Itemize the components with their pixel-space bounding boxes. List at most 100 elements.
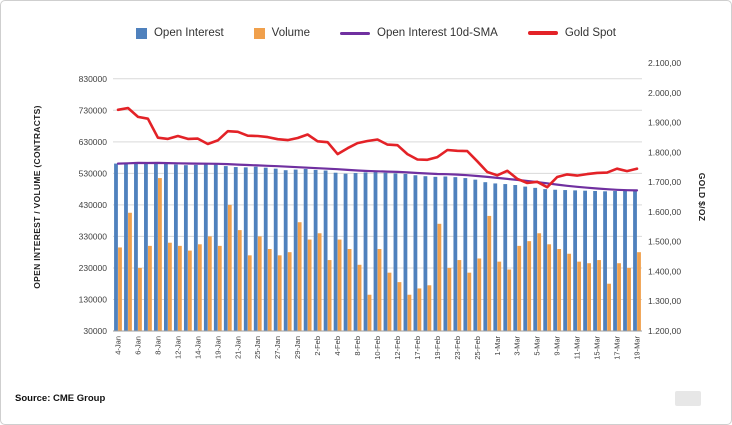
x-axis-tick-label: 12-Feb (393, 336, 402, 360)
open-interest-bar (233, 167, 238, 331)
right-axis-tick-label: 2.000,00 (648, 88, 681, 98)
left-axis-tick-label: 630000 (79, 137, 108, 147)
open-interest-bar (373, 172, 378, 331)
open-interest-bar (463, 178, 468, 331)
open-interest-bar (173, 164, 178, 331)
left-axis-tick-label: 530000 (79, 168, 108, 178)
open-interest-bar (443, 176, 448, 331)
volume-bar (277, 255, 282, 331)
open-interest-bar (493, 183, 498, 331)
right-axis-tick-label: 1.800,00 (648, 147, 681, 157)
left-axis-title: OPEN INTEREST / VOLUME (CONTRACTS) (32, 105, 42, 289)
open-interest-bar (333, 172, 338, 331)
volume-bar (517, 245, 522, 331)
right-axis-tick-label: 1.200,00 (648, 326, 681, 336)
right-axis-tick-label: 1.900,00 (648, 118, 681, 128)
x-axis-tick-label: 2-Feb (313, 336, 322, 356)
open-interest-bar (183, 165, 188, 331)
open-interest-bar (453, 177, 458, 331)
volume-swatch (253, 27, 265, 39)
x-axis-tick-label: 19-Jan (213, 336, 222, 359)
volume-bar (237, 230, 242, 331)
volume-bar (487, 215, 492, 331)
volume-bar (168, 242, 172, 331)
x-axis-tick-label: 4-Feb (333, 336, 342, 356)
volume-bar (427, 285, 432, 331)
volume-bar (437, 223, 442, 331)
right-axis-tick-label: 1.300,00 (648, 296, 681, 306)
x-axis-tick-label: 19-Feb (433, 336, 442, 360)
volume-bar (207, 236, 212, 331)
volume-bar (297, 222, 302, 331)
x-axis-tick-label: 11-Mar (573, 336, 582, 360)
open-interest-bar (563, 190, 568, 331)
volume-bar (557, 249, 562, 331)
open-interest-bar (253, 166, 258, 331)
x-axis-tick-label: 12-Jan (173, 336, 182, 359)
x-axis-tick-label: 8-Feb (353, 336, 362, 356)
x-axis-tick-label: 3-Mar (513, 336, 522, 356)
volume-bar (637, 252, 641, 331)
volume-bar (177, 245, 182, 331)
x-axis-tick-label: 17-Feb (413, 336, 422, 360)
volume-bar (227, 204, 232, 331)
volume-bar (407, 294, 412, 331)
legend-label-sma: Open Interest 10d-SMA (377, 27, 498, 39)
volume-bar (577, 261, 582, 331)
open-interest-bar (353, 173, 358, 331)
open-interest-bar (154, 162, 158, 331)
volume-bar (567, 253, 572, 331)
volume-bar (417, 288, 422, 331)
volume-bar (587, 263, 591, 331)
open-interest-bar (483, 182, 488, 331)
x-axis-tick-label: 25-Feb (473, 336, 482, 360)
open-interest-bar (543, 189, 548, 331)
open-interest-bar (213, 164, 218, 331)
gold-spot-line (116, 106, 639, 189)
volume-bar (537, 233, 542, 331)
x-axis-tick-label: 1-Mar (493, 336, 502, 356)
x-axis-tick-label: 5-Mar (533, 336, 542, 356)
volume-bar (118, 247, 122, 331)
legend-label-gold-spot: Gold Spot (564, 27, 616, 39)
x-axis-tick-label: 15-Mar (593, 336, 602, 360)
volume-bar (347, 249, 352, 331)
left-axis-tick-label: 730000 (79, 105, 108, 115)
open-interest-bar (313, 169, 318, 331)
volume-bar (267, 249, 272, 331)
open-interest-bar (403, 173, 408, 331)
volume-bar (337, 239, 342, 331)
open-interest-bar (523, 186, 528, 331)
volume-bar (327, 260, 332, 331)
volume-bar (477, 258, 482, 331)
chart-legend: Open Interest Volume Open Interest 10d-S… (71, 27, 681, 39)
legend-label-open-interest: Open Interest (153, 27, 224, 39)
volume-bar (307, 239, 312, 331)
volume-bar (527, 241, 532, 331)
open-interest-bar (613, 191, 617, 331)
volume-bar (597, 260, 601, 331)
volume-bar (547, 244, 552, 331)
open-interest-bar (473, 179, 478, 331)
watermark-logo (675, 391, 701, 406)
volume-bar (257, 236, 262, 331)
volume-bar (507, 269, 512, 331)
volume-bar (467, 272, 472, 331)
x-axis-tick-label: 6-Jan (133, 336, 142, 355)
volume-bar (287, 252, 292, 331)
x-axis-tick-label: 9-Mar (553, 336, 562, 356)
volume-bar (158, 178, 162, 331)
open-interest-bar (573, 190, 578, 331)
open-interest-bar (433, 176, 438, 331)
open-interest-bar (193, 164, 198, 331)
volume-bar (627, 267, 631, 331)
x-axis-tick-label: 4-Jan (113, 336, 122, 355)
left-axis-tick-label: 830000 (79, 74, 108, 84)
open-interest-bar (583, 190, 587, 331)
open-interest-bar (223, 166, 228, 331)
open-interest-bar (423, 176, 428, 331)
open-interest-bar (393, 173, 398, 331)
right-axis-tick-label: 1.500,00 (648, 237, 681, 247)
open-interest-bar (203, 164, 208, 331)
